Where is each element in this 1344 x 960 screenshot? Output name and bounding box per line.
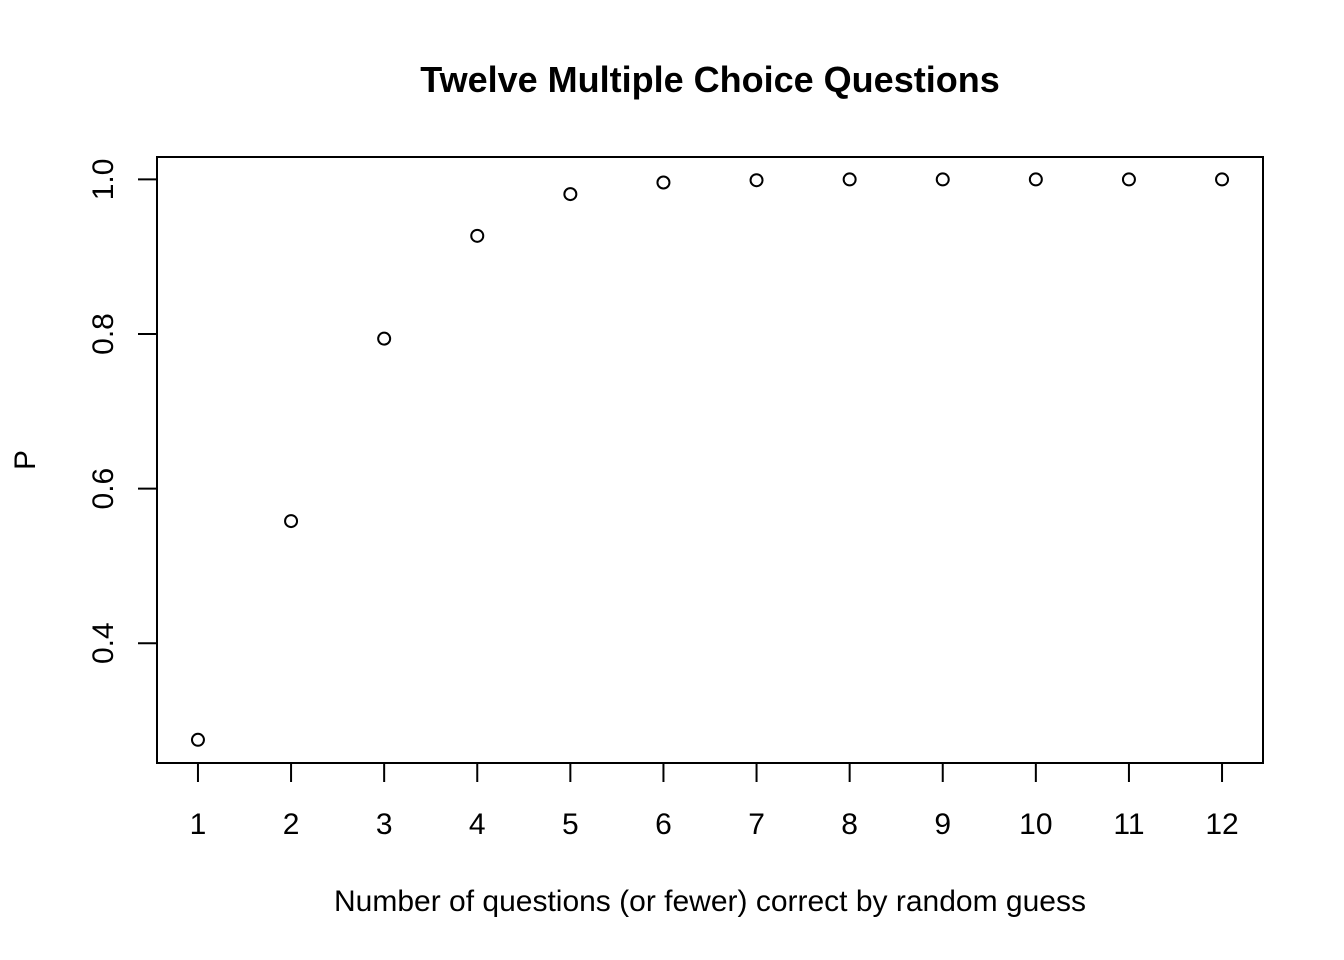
data-point [1121, 172, 1136, 187]
x-tick-label: 9 [934, 808, 951, 841]
x-tick-label: 3 [376, 808, 393, 841]
x-tick-label: 2 [283, 808, 300, 841]
y-tick-label: 0.6 [87, 468, 120, 510]
data-point [470, 228, 485, 243]
x-tick-label: 8 [841, 808, 858, 841]
x-tick-label: 12 [1205, 808, 1238, 841]
y-axis: 0.4 0.6 0.8 1.0 [87, 159, 158, 664]
x-tick-label: 4 [469, 808, 486, 841]
x-axis: 1 2 3 4 5 6 7 8 9 10 11 12 [190, 762, 1239, 841]
data-point [563, 187, 578, 202]
data-point [749, 173, 764, 188]
data-point [1028, 172, 1043, 187]
data-point [190, 732, 205, 747]
data-point [935, 172, 950, 187]
y-tick-label: 0.8 [87, 313, 120, 355]
data-point [656, 175, 671, 190]
chart-title: Twelve Multiple Choice Questions [420, 59, 999, 100]
data-points [190, 172, 1230, 747]
x-axis-label: Number of questions (or fewer) correct b… [334, 885, 1086, 918]
x-tick-label: 10 [1019, 808, 1052, 841]
x-tick-label: 6 [655, 808, 672, 841]
data-point [377, 331, 392, 346]
x-tick-label: 11 [1113, 808, 1144, 841]
y-tick-label: 0.4 [87, 622, 120, 664]
x-tick-label: 1 [190, 808, 207, 841]
plot-area-frame [156, 156, 1264, 764]
y-tick-label: 1.0 [87, 159, 120, 201]
x-tick-label: 5 [562, 808, 579, 841]
data-point [284, 514, 299, 529]
x-tick-label: 7 [748, 808, 765, 841]
data-point [1215, 172, 1230, 187]
data-point [842, 172, 857, 187]
y-axis-label: P [9, 450, 42, 470]
